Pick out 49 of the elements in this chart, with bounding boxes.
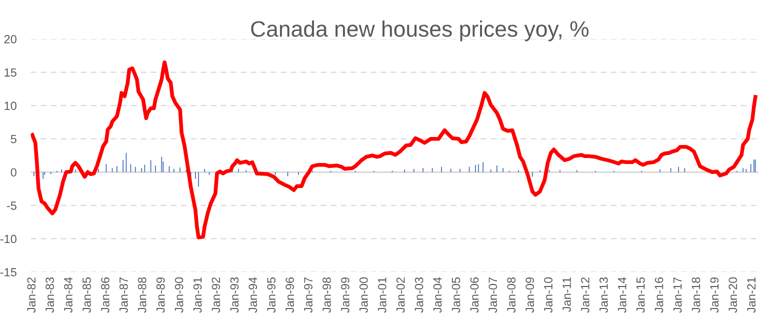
x-tick-label: Jan-21 [747,277,756,313]
x-tick-label: Jan-17 [673,277,682,313]
x-tick-label: Jan-88 [138,277,146,313]
x-tick-label: Jan-98 [322,277,331,313]
y-tick-label: 15 [4,68,16,77]
x-tick-label: Jan-19 [710,277,719,313]
x-tick-label: Jan-06 [470,277,479,313]
x-tick-label: Jan-03 [414,277,424,313]
x-tick-label: Jan-07 [488,277,498,313]
y-tick-label: 0 [10,168,16,177]
x-tick-label: Jan-10 [544,277,552,313]
x-tick-label: Jan-00 [359,277,368,313]
y-tick-label: -5 [6,202,16,210]
x-tick-label: Jan-82 [27,277,36,313]
x-tick-label: Jan-02 [396,277,405,313]
x-tick-label: Jan-15 [636,277,645,313]
x-tick-label: Jan-95 [267,277,276,313]
x-tick-label: Jan-99 [341,277,350,313]
x-tick-label: Jan-11 [562,277,571,312]
x-tick-label: Jan-91 [193,277,202,313]
x-tick-label: Jan-84 [64,277,72,313]
x-tick-label: Jan-01 [378,277,386,313]
x-tick-label: Jan-12 [581,277,590,313]
x-tick-label: Jan-09 [526,277,534,313]
x-tick-label: Jan-20 [728,277,738,313]
x-tick-label: Jan-97 [304,277,312,313]
x-tick-label: Jan-14 [618,277,626,313]
x-tick-label: Jan-05 [452,277,460,313]
y-tick-label: 5 [10,135,16,144]
x-tick-label: Jan-18 [692,277,700,313]
x-tick-label: Jan-92 [212,277,220,313]
y-tick-label: 10 [4,102,16,110]
x-tick-label: Jan-83 [46,277,54,313]
x-tick-label: Jan-89 [156,277,165,313]
x-tick-label: Jan-08 [507,277,516,313]
x-tick-label: Jan-87 [119,277,128,313]
x-tick-label: Jan-93 [230,277,239,313]
x-tick-label: Jan-90 [174,277,184,313]
y-tick-label: -10 [0,234,16,244]
y-tick-label: 20 [4,35,16,44]
y-tick-label: -15 [0,268,16,276]
chart-title: Canada new houses prices yoy, % [251,20,589,42]
x-tick-label: Jan-13 [600,277,608,313]
x-tick-label: Jan-94 [248,277,258,313]
x-tick-label: Jan-04 [433,277,442,313]
x-tick-label: Jan-86 [101,277,110,313]
x-tick-label: Jan-96 [286,277,294,313]
x-tick-label: Jan-16 [654,277,664,313]
x-tick-label: Jan-85 [82,277,91,313]
